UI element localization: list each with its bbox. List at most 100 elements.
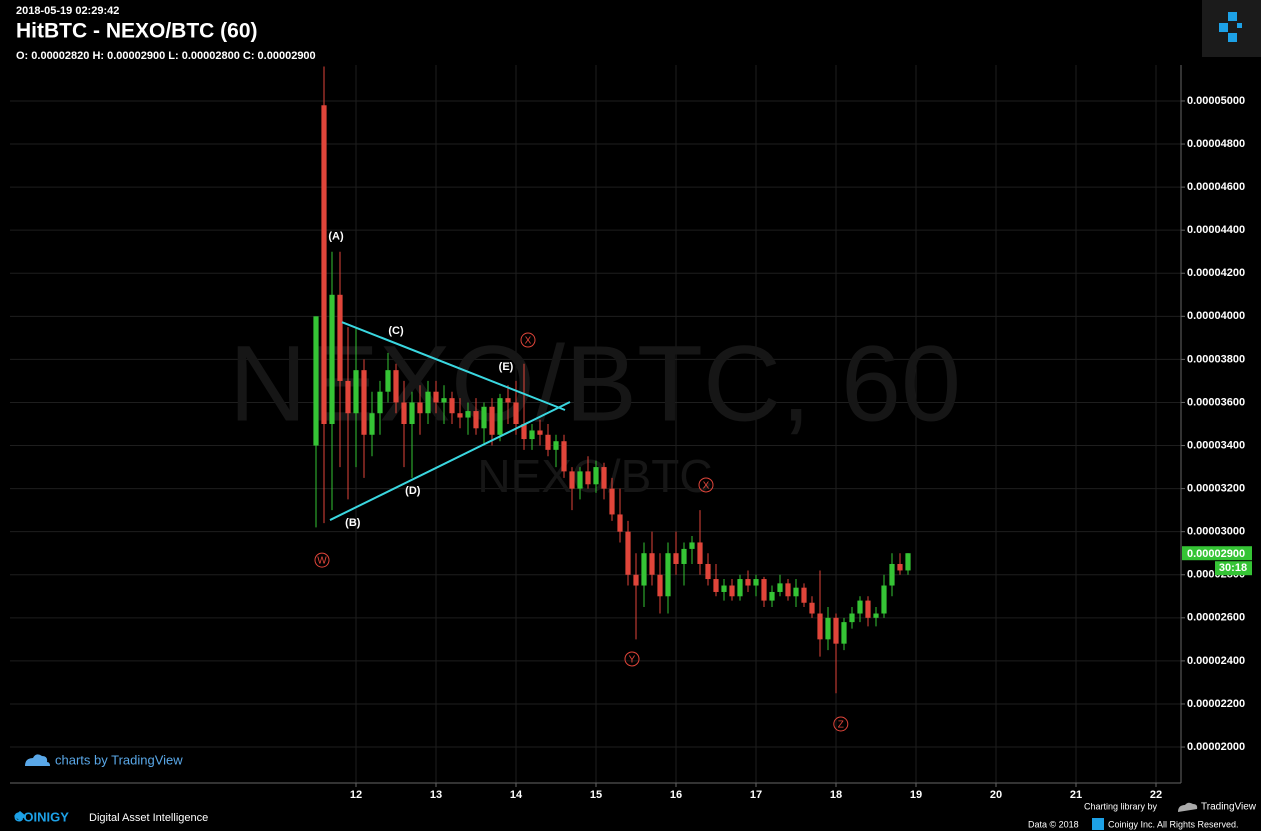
- x-tick-label: 16: [670, 789, 682, 801]
- candle-body: [561, 441, 567, 472]
- tv-small-logo: [1178, 802, 1198, 812]
- coinigy-logo: [1202, 0, 1261, 57]
- y-tick-label: 0.00002000: [1187, 741, 1245, 753]
- candle-body: [353, 370, 359, 414]
- wave-label: (B): [345, 517, 361, 529]
- coinigy-mark: [14, 811, 26, 821]
- candle-body: [465, 411, 471, 418]
- wave-label: W: [317, 556, 327, 567]
- candle-body: [873, 613, 879, 618]
- x-tick-label: 22: [1150, 789, 1162, 801]
- candle-body: [393, 370, 399, 403]
- candle-body: [737, 579, 743, 597]
- candle-body: [641, 553, 647, 586]
- candle-body: [545, 434, 551, 450]
- countdown: 30:18: [1219, 562, 1247, 574]
- x-tick-label: 14: [510, 789, 523, 801]
- candle-body: [857, 600, 863, 614]
- chart-title: HitBTC - NEXO/BTC (60): [16, 20, 258, 43]
- candle-body: [769, 591, 775, 601]
- candle-body: [529, 430, 535, 440]
- candle-body: [713, 579, 719, 592]
- candle-body: [865, 600, 871, 618]
- candle-body: [521, 424, 527, 440]
- candle-body: [497, 398, 503, 435]
- wave-label: Y: [629, 655, 636, 666]
- candle-body: [665, 553, 671, 597]
- countdown-box: [1215, 561, 1252, 576]
- candle-body: [329, 294, 335, 424]
- candle-body: [377, 391, 383, 414]
- candle-body: [793, 587, 799, 597]
- candle-body: [433, 391, 439, 403]
- trendline: [329, 401, 571, 521]
- candle-body: [753, 579, 759, 586]
- timestamp: 2018-05-19 02:29:42: [16, 5, 119, 17]
- x-tick-label: 19: [910, 789, 922, 801]
- y-tick-label: 0.00003200: [1187, 483, 1245, 495]
- y-tick-label: 0.00003400: [1187, 439, 1245, 451]
- wave-circle: [520, 332, 536, 348]
- candle-body: [449, 398, 455, 414]
- x-tick-label: 15: [590, 789, 602, 801]
- candle-body: [577, 471, 583, 489]
- data-year: Data © 2018: [1028, 819, 1079, 829]
- candle-body: [689, 542, 695, 549]
- library-name: TradingView: [1201, 802, 1257, 813]
- wave-circle: [833, 716, 849, 732]
- wave-label: X: [525, 336, 532, 347]
- coinigy-small-logo: [1092, 818, 1104, 830]
- candle-body: [801, 587, 807, 603]
- candle-body: [385, 370, 391, 392]
- ohlc-line: O: 0.00002820 H: 0.00002900 L: 0.0000280…: [16, 50, 316, 62]
- candle-body: [833, 617, 839, 644]
- y-tick-label: 0.00005000: [1187, 95, 1245, 107]
- candle-body: [657, 574, 663, 597]
- candle-body: [897, 563, 903, 571]
- candle-body: [553, 441, 559, 450]
- candle-body: [481, 406, 487, 429]
- y-tick-label: 0.00003000: [1187, 526, 1245, 538]
- candle-body: [849, 613, 855, 623]
- candle-body: [601, 467, 607, 489]
- candle-body: [489, 406, 495, 435]
- candle-body: [761, 579, 767, 601]
- brand: COINIGY: [14, 809, 69, 824]
- candle-body: [569, 471, 575, 489]
- candle-body: [905, 553, 911, 571]
- candle-body: [609, 488, 615, 515]
- candle-body: [457, 413, 463, 418]
- wave-circle: [624, 651, 640, 667]
- candle-body: [585, 471, 591, 485]
- candle-body: [625, 531, 631, 575]
- wave-label: (D): [405, 485, 421, 497]
- rights: Coinigy Inc. All Rights Reserved.: [1108, 819, 1239, 829]
- candle-body: [809, 602, 815, 614]
- candle-body: [721, 585, 727, 592]
- candle-body: [593, 467, 599, 485]
- candle-body: [337, 294, 343, 381]
- wave-circle: [698, 477, 714, 493]
- y-tick-label: 0.00004200: [1187, 267, 1245, 279]
- candle-body: [473, 411, 479, 429]
- x-tick-label: 20: [990, 789, 1002, 801]
- wave-label: (C): [388, 325, 404, 337]
- price-box: [1182, 546, 1252, 561]
- candle-body: [409, 402, 415, 424]
- y-tick-label: 0.00002200: [1187, 698, 1245, 710]
- y-tick-label: 0.00002400: [1187, 655, 1245, 667]
- candle-body: [369, 413, 375, 435]
- x-tick-label: 13: [430, 789, 442, 801]
- tv-credit: charts by TradingView: [55, 752, 183, 767]
- candle-body: [537, 430, 543, 435]
- candle-body: [425, 391, 431, 414]
- candle-body: [881, 585, 887, 614]
- candle-body: [817, 613, 823, 640]
- x-tick-label: 18: [830, 789, 842, 801]
- tv-logo: [25, 754, 50, 766]
- candle-body: [697, 542, 703, 564]
- wave-label: (A): [328, 231, 344, 243]
- candle-body: [361, 370, 367, 435]
